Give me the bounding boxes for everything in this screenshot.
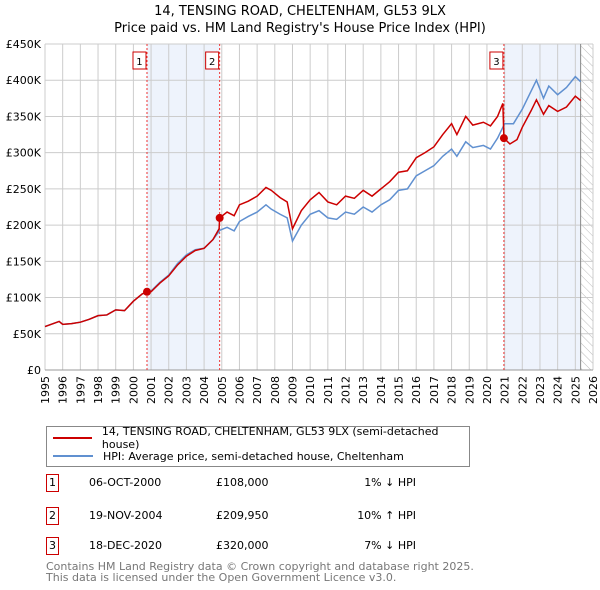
x-tick-label: 2014 — [375, 376, 388, 404]
marker-badge: 3 — [46, 537, 59, 555]
x-tick-label: 2002 — [163, 376, 176, 404]
legend-item-property: 14, TENSING ROAD, CHELTENHAM, GL53 9LX (… — [53, 425, 469, 451]
y-tick-label: £200K — [6, 219, 42, 232]
sale-date: 06-OCT-2000 — [89, 476, 162, 489]
x-tick-label: 2016 — [410, 376, 423, 404]
sale-marker-box — [132, 51, 147, 70]
sale-point — [142, 287, 151, 296]
sale-price: £108,000 — [216, 476, 269, 489]
y-tick-label: £150K — [6, 255, 42, 268]
x-tick-label: 1998 — [92, 376, 105, 404]
y-tick-label: £300K — [6, 147, 42, 160]
x-tick-label: 2023 — [534, 376, 547, 404]
x-tick-label: 2017 — [428, 376, 441, 404]
y-tick-label: £0 — [27, 364, 41, 377]
x-tick-label: 2026 — [587, 376, 600, 404]
x-tick-label: 2015 — [393, 376, 406, 404]
x-tick-label: 2000 — [127, 376, 140, 404]
transaction-row: 2 19-NOV-2004 £209,950 10% ↑ HPI — [46, 507, 446, 527]
legend: 14, TENSING ROAD, CHELTENHAM, GL53 9LX (… — [46, 425, 470, 467]
footer-licence: This data is licensed under the Open Gov… — [46, 571, 397, 584]
x-tick-label: 2013 — [357, 376, 370, 404]
marker-badge: 1 — [46, 474, 59, 492]
x-tick-label: 2018 — [446, 376, 459, 404]
x-tick-label: 2001 — [145, 376, 158, 404]
x-tick-label: 2020 — [481, 376, 494, 404]
x-tick-label: 2012 — [340, 376, 353, 404]
x-tick-label: 2022 — [516, 376, 529, 404]
x-tick-label: 2007 — [251, 376, 264, 404]
chart-plot: 1995 1996 1997 1998 1999 2000 2001 2002 2003 2004… — [6, 38, 600, 404]
x-tick-label: 1999 — [110, 376, 123, 404]
transaction-row: 1 06-OCT-2000 £108,000 1% ↓ HPI — [46, 474, 446, 494]
x-tick-label: 2024 — [552, 376, 565, 404]
legend-label: 14, TENSING ROAD, CHELTENHAM, GL53 9LX (… — [101, 425, 439, 451]
x-tick-label: 2008 — [269, 376, 282, 404]
sale-point — [499, 134, 508, 143]
chart-subtitle: Price paid vs. HM Land Registry's House … — [114, 21, 486, 36]
x-tick-label: 2011 — [322, 376, 335, 404]
sale-price: £209,950 — [216, 509, 269, 522]
legend-label: HPI: Average price, semi-detached house,… — [103, 449, 404, 463]
transaction-row: 3 18-DEC-2020 £320,000 7% ↓ HPI — [46, 537, 446, 557]
sale-marker-label: 1 — [136, 57, 142, 68]
x-tick-label: 2025 — [569, 376, 582, 404]
sale-marker-label: 3 — [493, 57, 499, 68]
chart-title: 14, TENSING ROAD, CHELTENHAM, GL53 9LX — [154, 4, 446, 19]
legend-swatch-blue — [53, 455, 93, 457]
sale-marker-box — [205, 51, 220, 70]
hpi-diff: 7% ↓ HPI — [364, 539, 416, 552]
sale-point — [215, 213, 224, 222]
sale-price: £320,000 — [216, 539, 269, 552]
forecast-hatch — [580, 44, 593, 370]
hpi-diff: 10% ↑ HPI — [357, 509, 416, 522]
hpi-diff: 1% ↓ HPI — [364, 476, 416, 489]
shaded-period — [503, 44, 581, 370]
y-tick-label: £450K — [6, 38, 42, 51]
sale-marker-label: 2 — [209, 57, 215, 68]
x-tick-label: 2009 — [286, 376, 299, 404]
x-tick-label: 1996 — [57, 376, 70, 404]
sale-date: 18-DEC-2020 — [89, 539, 163, 552]
x-tick-label: 2021 — [499, 376, 512, 404]
marker-badge: 2 — [46, 507, 59, 525]
legend-swatch-red — [53, 437, 92, 439]
y-tick-label: £250K — [6, 183, 42, 196]
hpi-line — [44, 75, 582, 328]
sale-date: 19-NOV-2004 — [89, 509, 163, 522]
legend-item-hpi: HPI: Average price, semi-detached house,… — [53, 448, 404, 464]
x-tick-label: 2006 — [233, 376, 246, 404]
sale-marker-box — [489, 51, 504, 70]
property-price-line — [44, 95, 582, 328]
x-tick-label: 2010 — [304, 376, 317, 404]
y-tick-label: £50K — [13, 328, 42, 341]
y-tick-label: £350K — [6, 110, 42, 123]
x-tick-label: 2003 — [180, 376, 193, 404]
y-tick-label: £400K — [6, 74, 42, 87]
x-tick-label: 2004 — [198, 376, 211, 404]
x-tick-label: 1995 — [39, 376, 52, 404]
x-tick-label: 1997 — [74, 376, 87, 404]
x-tick-label: 2019 — [463, 376, 476, 404]
y-tick-label: £100K — [6, 292, 42, 305]
shaded-period — [146, 44, 220, 370]
footer-copyright: Contains HM Land Registry data © Crown c… — [46, 560, 474, 573]
x-tick-label: 2005 — [216, 376, 229, 404]
